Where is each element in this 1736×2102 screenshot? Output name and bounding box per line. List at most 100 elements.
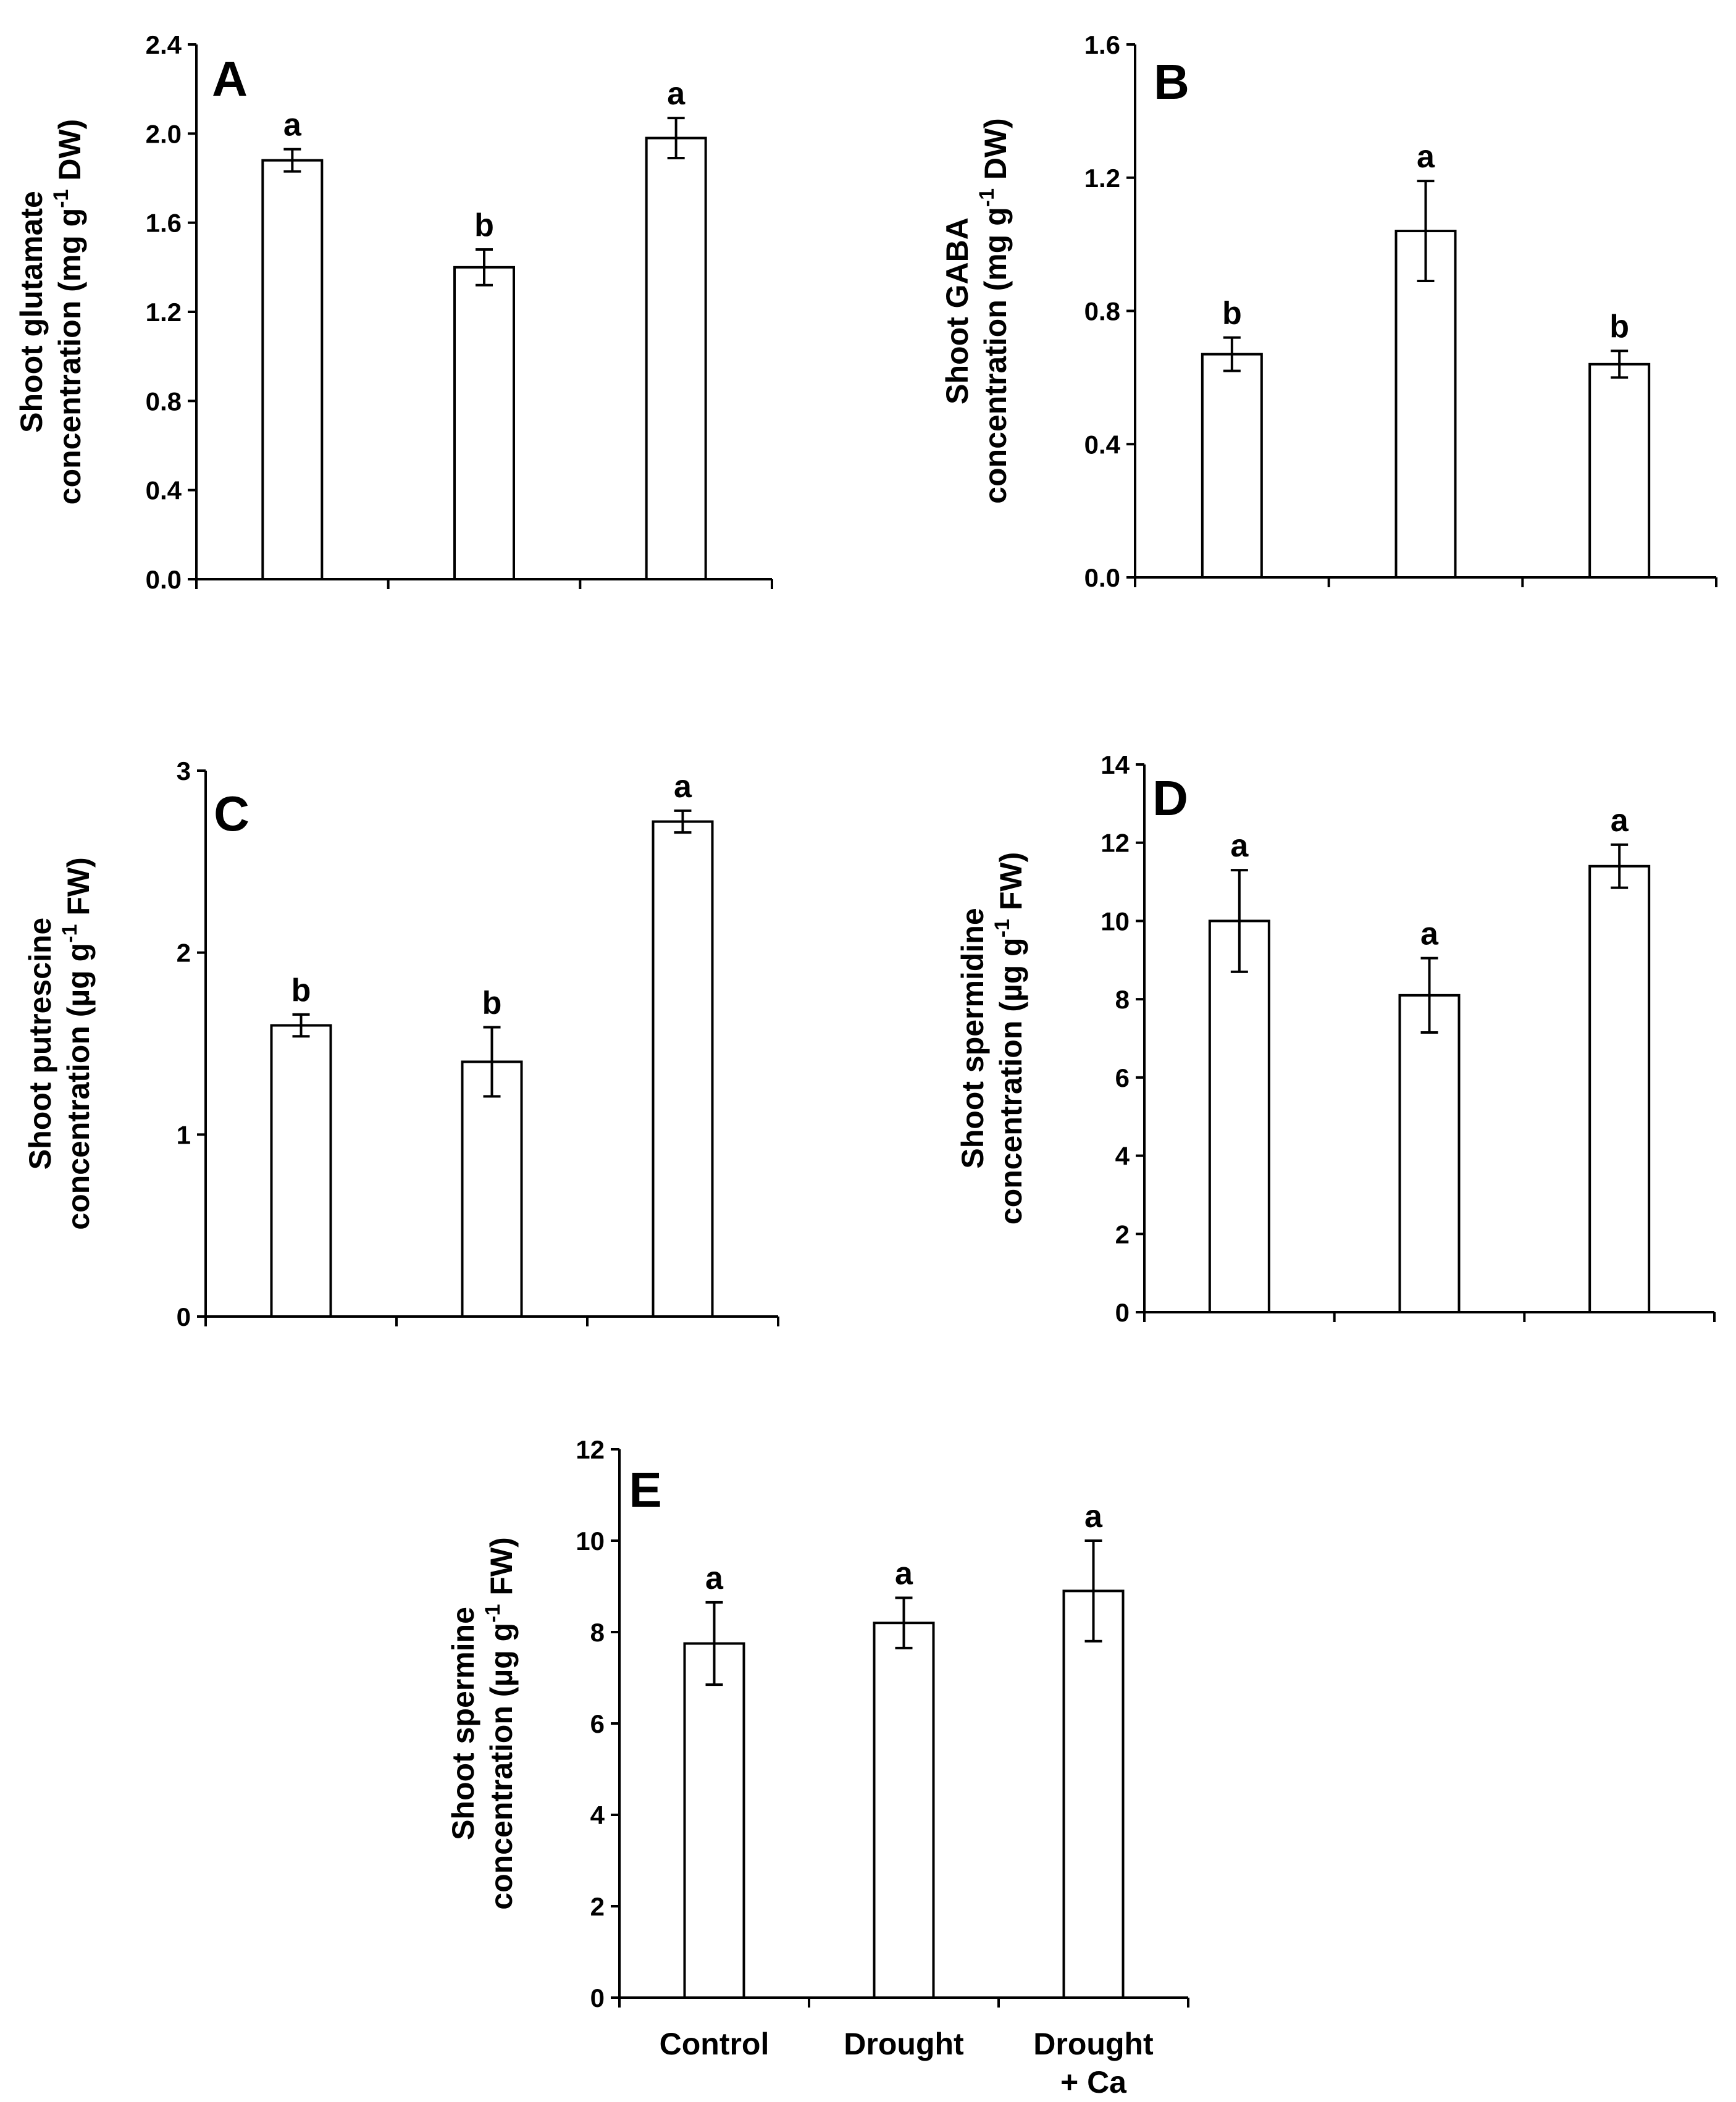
y-axis-label-line1: Shoot glutamate	[14, 191, 49, 433]
y-tick-label: 2	[1115, 1220, 1130, 1249]
bar-3	[652, 820, 714, 1318]
bar-3	[1588, 362, 1651, 579]
significance-letter: b	[482, 985, 502, 1021]
y-tick-label: 3	[177, 756, 191, 785]
y-axis-label-line1: Shoot spermidine	[955, 908, 990, 1168]
significance-letter: a	[1084, 1499, 1103, 1535]
y-axis-label: Shoot GABA concentration (mg g-1 DW)	[940, 118, 1013, 504]
x-category-label: + Ca	[1060, 2065, 1127, 2100]
y-axis-label-line2: concentration (mg g	[978, 207, 1013, 504]
panel-letter: B	[1154, 54, 1189, 109]
bar-2	[873, 1622, 935, 1999]
y-tick-label: 2	[177, 939, 191, 968]
y-tick-label: 2.0	[146, 119, 182, 148]
y-axis-label-line2: concentration (mg g	[52, 208, 87, 505]
x-category-label: Control	[660, 2027, 769, 2061]
significance-letter: a	[895, 1556, 913, 1592]
significance-letter: a	[1420, 916, 1439, 952]
y-tick-label: 10	[576, 1526, 605, 1556]
y-tick-label: 10	[1101, 907, 1130, 936]
y-axis-label-unit: FW)	[61, 857, 96, 924]
y-tick-label: 6	[1115, 1063, 1130, 1092]
bar-2	[453, 266, 515, 580]
bar-2	[1398, 994, 1461, 1313]
x-category-label: Drought	[844, 2027, 964, 2061]
y-tick-label: 1.6	[146, 209, 182, 238]
y-tick-label: 0	[1115, 1298, 1130, 1327]
panel-letter: C	[214, 786, 249, 841]
y-tick-label: 1.2	[1084, 164, 1120, 193]
y-axis-label-superscript: -1	[975, 188, 999, 207]
bar-2	[1394, 230, 1457, 579]
panel-letter: D	[1152, 771, 1188, 826]
panel-c: 0 1 2 3 b b a C Shoot putrescine concentration (µ…	[23, 756, 779, 1331]
significance-letter: a	[1611, 803, 1629, 839]
y-tick-label: 0.8	[1084, 297, 1120, 326]
y-tick-label: 2.4	[146, 30, 182, 59]
panel-b: 0.0 0.4 0.8 1.2 1.6 b a b B Shoot GABA concentrati…	[940, 30, 1717, 592]
y-axis-label-unit: FW)	[994, 852, 1028, 919]
y-tick-label: 0.8	[146, 387, 182, 416]
bar-3	[645, 136, 707, 581]
y-axis-label-line2: concentration (µg g	[484, 1623, 519, 1910]
y-axis-label: Shoot spermine concentration (µg g-1 FW)	[446, 1537, 519, 1909]
y-axis-label-superscript: -1	[49, 190, 73, 208]
y-tick-label: 8	[1115, 985, 1130, 1014]
bar-3	[1062, 1589, 1125, 1999]
y-tick-label: 1	[177, 1120, 191, 1149]
significance-letter: b	[291, 973, 311, 1008]
significance-letter: b	[1222, 296, 1242, 332]
y-axis-label-line2: concentration (µg g	[61, 943, 96, 1230]
y-tick-label: 0.0	[1084, 563, 1120, 592]
panel-letter: A	[212, 51, 248, 106]
y-tick-label: 6	[590, 1709, 605, 1738]
bar-1	[270, 1024, 332, 1318]
y-axis-label-line2: concentration (µg g	[994, 937, 1028, 1225]
significance-letter: a	[1230, 828, 1249, 864]
panel-letter: E	[629, 1462, 661, 1517]
y-axis-label-line1: Shoot GABA	[940, 217, 975, 404]
panel-d: 0 2 4 6 8 10 12 14 a a a D Shoot spermidine concentra…	[955, 750, 1716, 1327]
y-axis-label-line1: Shoot putrescine	[23, 918, 57, 1170]
y-axis-label-superscript: -1	[58, 924, 82, 943]
y-tick-label: 0.4	[1084, 430, 1121, 459]
bar-1	[261, 159, 324, 580]
y-tick-label: 1.6	[1084, 30, 1120, 59]
significance-letter: a	[283, 107, 302, 143]
significance-letter: a	[667, 76, 686, 112]
y-tick-label: 2	[590, 1892, 605, 1921]
y-axis-label: Shoot spermidine concentration (µg g-1 FW…	[955, 852, 1028, 1225]
y-tick-label: 0.0	[146, 565, 182, 594]
y-tick-label: 4	[1115, 1142, 1130, 1171]
y-tick-label: 14	[1101, 750, 1130, 779]
y-axis-label: Shoot glutamate concentration (mg g-1 DW)	[14, 119, 87, 505]
y-axis-label-line1: Shoot spermine	[446, 1607, 480, 1840]
y-axis-label: Shoot putrescine concentration (µg g-1 FW…	[23, 857, 96, 1229]
bar-1	[1208, 919, 1270, 1313]
bar-1	[1201, 353, 1263, 579]
y-tick-label: 0	[590, 1983, 605, 2012]
x-category-label: Drought	[1033, 2027, 1154, 2061]
y-tick-label: 12	[576, 1435, 605, 1464]
y-tick-label: 0	[177, 1302, 191, 1331]
significance-letter: a	[1417, 139, 1435, 175]
bar-3	[1588, 865, 1651, 1313]
y-tick-label: 0.4	[146, 476, 182, 505]
significance-letter: a	[674, 769, 692, 805]
bar-2	[461, 1060, 523, 1318]
y-tick-label: 8	[590, 1618, 605, 1647]
y-axis-label-superscript: -1	[991, 919, 1014, 937]
panel-e: 0 2 4 6 8 10 12 a a a E Shoot spermine concentration…	[446, 1435, 1189, 2100]
bar-1	[683, 1642, 745, 1999]
y-tick-label: 1.2	[146, 298, 182, 327]
significance-letter: a	[705, 1560, 724, 1596]
y-axis-label-unit: DW)	[978, 118, 1013, 188]
y-axis-label-superscript: -1	[481, 1604, 505, 1623]
significance-letter: b	[474, 207, 494, 243]
y-tick-label: 12	[1101, 829, 1130, 858]
significance-letter: b	[1609, 309, 1629, 345]
y-axis-label-unit: FW)	[484, 1537, 519, 1604]
y-axis-label-unit: DW)	[52, 119, 87, 190]
